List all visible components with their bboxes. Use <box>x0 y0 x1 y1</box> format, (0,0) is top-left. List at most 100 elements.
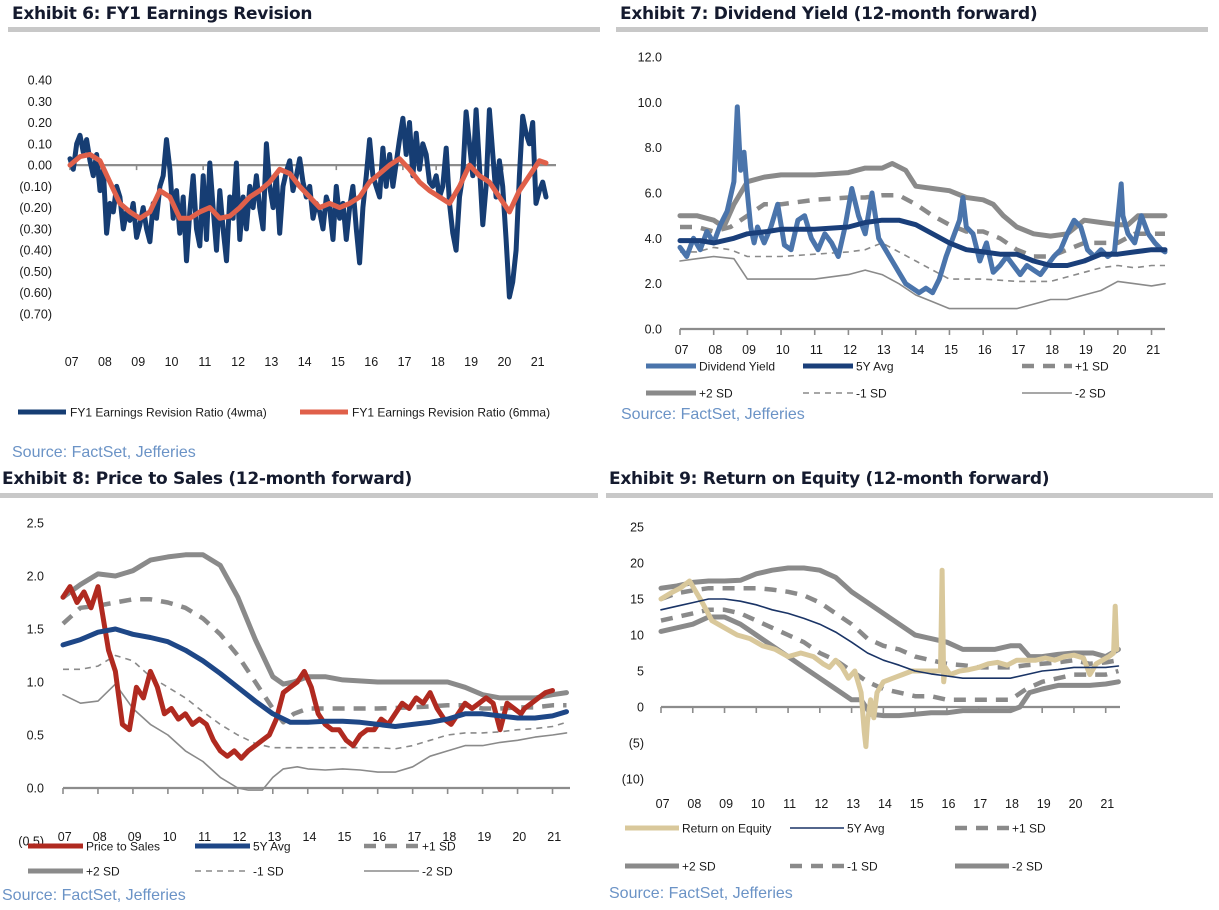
series-line--1-sd <box>660 607 1120 703</box>
legend-item: -2 SD <box>364 865 453 879</box>
exhibit-8-title-rule <box>0 493 598 498</box>
exhibit-9-title-rule <box>606 493 1213 498</box>
legend-label: Return on Equity <box>682 822 771 836</box>
y-tick-label: (0.50) <box>19 265 52 279</box>
y-tick-label: (0.40) <box>19 244 52 258</box>
legend-label: +1 SD <box>1012 822 1046 836</box>
exhibit-9-title: Exhibit 9: Return on Equity (12-month fo… <box>609 469 1050 489</box>
x-tick-label: 18 <box>442 830 456 844</box>
legend-item: -1 SD <box>803 387 887 401</box>
series-line--1-sd <box>660 585 1119 670</box>
legend-label: +1 SD <box>1075 360 1109 374</box>
x-tick-label: 13 <box>877 343 891 357</box>
legend-label: -2 SD <box>422 865 453 879</box>
series-line--1-sd <box>680 242 1165 283</box>
y-tick-label: 2.0 <box>645 277 662 291</box>
y-tick-label: (10) <box>622 773 644 787</box>
x-tick-label: 14 <box>910 343 924 357</box>
legend-item: Dividend Yield <box>646 360 775 374</box>
x-tick-label: 15 <box>944 343 958 357</box>
x-tick-label: 11 <box>198 355 211 369</box>
x-tick-label: 09 <box>719 797 733 811</box>
x-tick-label: 18 <box>1005 797 1019 811</box>
x-tick-label: 07 <box>58 830 72 844</box>
y-tick-label: 0.5 <box>27 729 44 743</box>
series-line-fy1-earnings-revision-ratio-4wma <box>67 107 549 300</box>
x-tick-label: 12 <box>843 343 857 357</box>
y-tick-label: 0.30 <box>28 95 52 109</box>
exhibit-7-title: Exhibit 7: Dividend Yield (12-month forw… <box>620 4 1038 24</box>
x-tick-label: 21 <box>1146 343 1160 357</box>
x-tick-label: 12 <box>814 797 828 811</box>
legend-item: FY1 Earnings Revision Ratio (4wma) <box>18 406 267 420</box>
x-tick-label: 08 <box>93 830 107 844</box>
x-tick-label: 16 <box>978 343 992 357</box>
legend-item: +2 SD <box>28 865 120 879</box>
x-tick-label: 18 <box>1045 343 1059 357</box>
exhibit-8-chart: 2.52.01.51.00.50.0(0.5) 07 08 09 10 11 12 13 14 1… <box>18 517 570 879</box>
x-tick-label: 21 <box>531 355 545 369</box>
legend-label: +2 SD <box>86 865 120 879</box>
y-tick-label: (0.30) <box>19 222 52 236</box>
x-tick-label: 19 <box>1037 797 1051 811</box>
y-tick-label: 25 <box>630 521 644 535</box>
x-tick-label: 11 <box>198 830 211 844</box>
exhibit-6-title: Exhibit 6: FY1 Earnings Revision <box>12 4 313 24</box>
legend-label: -2 SD <box>1075 387 1106 401</box>
x-tick-label: 13 <box>264 355 278 369</box>
y-tick-label: (0.60) <box>19 286 52 300</box>
exhibit-6-title-rule <box>8 27 600 32</box>
legend-item: +1 SD <box>1022 360 1109 374</box>
y-tick-label: (0.20) <box>19 201 52 215</box>
x-tick-label: 21 <box>1100 797 1114 811</box>
x-tick-label: 14 <box>298 355 312 369</box>
series-line-5y-avg <box>677 217 1168 268</box>
y-tick-label: 2.5 <box>27 517 44 531</box>
legend-item: 5Y Avg <box>790 822 885 836</box>
series-line--1-sd <box>680 193 1165 259</box>
legend-item: Price to Sales <box>28 840 160 854</box>
exhibit-7-source: Source: FactSet, Jefferies <box>621 406 805 423</box>
x-tick-label: 20 <box>1113 343 1127 357</box>
series-line--1-sd <box>61 597 567 725</box>
y-tick-label: 1.5 <box>27 623 44 637</box>
series-line--2-sd <box>658 614 1121 719</box>
exhibit-7-chart: 0.0 2.0 4.0 6.0 8.0 10.0 12.0 07 08 09 10 11 12 13 14 1… <box>638 51 1168 401</box>
y-tick-label: 5 <box>637 665 644 679</box>
x-tick-label: 15 <box>338 830 352 844</box>
exhibit-9-chart: 25 20 15 10 5 0 (5) (10) 07 08 09 10 11 12 13 14 15 16 17 1… <box>622 521 1121 874</box>
legend-label: -1 SD <box>856 387 887 401</box>
x-tick-label: 16 <box>372 830 386 844</box>
y-tick-label: 0.40 <box>28 74 52 88</box>
legend-item: +1 SD <box>955 822 1046 836</box>
x-tick-label: 15 <box>910 797 924 811</box>
exhibit-8-source: Source: FactSet, Jefferies <box>2 887 186 904</box>
legend-item: 5Y Avg <box>195 840 291 854</box>
legend-label: Dividend Yield <box>699 360 775 374</box>
series-line-return-on-equity <box>658 567 1120 750</box>
x-tick-label: 14 <box>303 830 317 844</box>
x-tick-label: 17 <box>1012 343 1026 357</box>
x-tick-label: 16 <box>364 355 378 369</box>
x-tick-label: 10 <box>776 343 790 357</box>
x-tick-label: 19 <box>1079 343 1093 357</box>
y-tick-label: (0.70) <box>19 308 52 322</box>
x-tick-label: 18 <box>431 355 445 369</box>
x-tick-label: 12 <box>233 830 247 844</box>
series-line-dividend-yield <box>677 104 1168 296</box>
legend-item: -1 SD <box>790 860 878 874</box>
legend-item: -1 SD <box>195 865 284 879</box>
x-tick-label: 09 <box>128 830 142 844</box>
series-line-fy1-earnings-revision-ratio-6mma <box>67 152 549 221</box>
x-tick-label: 07 <box>675 343 689 357</box>
legend-label: +2 SD <box>682 860 716 874</box>
exhibit-6-chart: 0.40 0.30 0.20 0.10 0.00 (0.10) (0.20) (0.30) (0… <box>18 74 556 420</box>
y-tick-label: 10.0 <box>638 96 662 110</box>
legend-label: FY1 Earnings Revision Ratio (6mma) <box>352 406 550 420</box>
x-tick-label: 17 <box>398 355 412 369</box>
legend-label: 5Y Avg <box>253 840 291 854</box>
series-line--2-sd <box>62 683 568 791</box>
x-tick-label: 10 <box>751 797 765 811</box>
series-line--1-sd <box>63 654 567 750</box>
y-tick-label: 0.0 <box>27 782 44 796</box>
